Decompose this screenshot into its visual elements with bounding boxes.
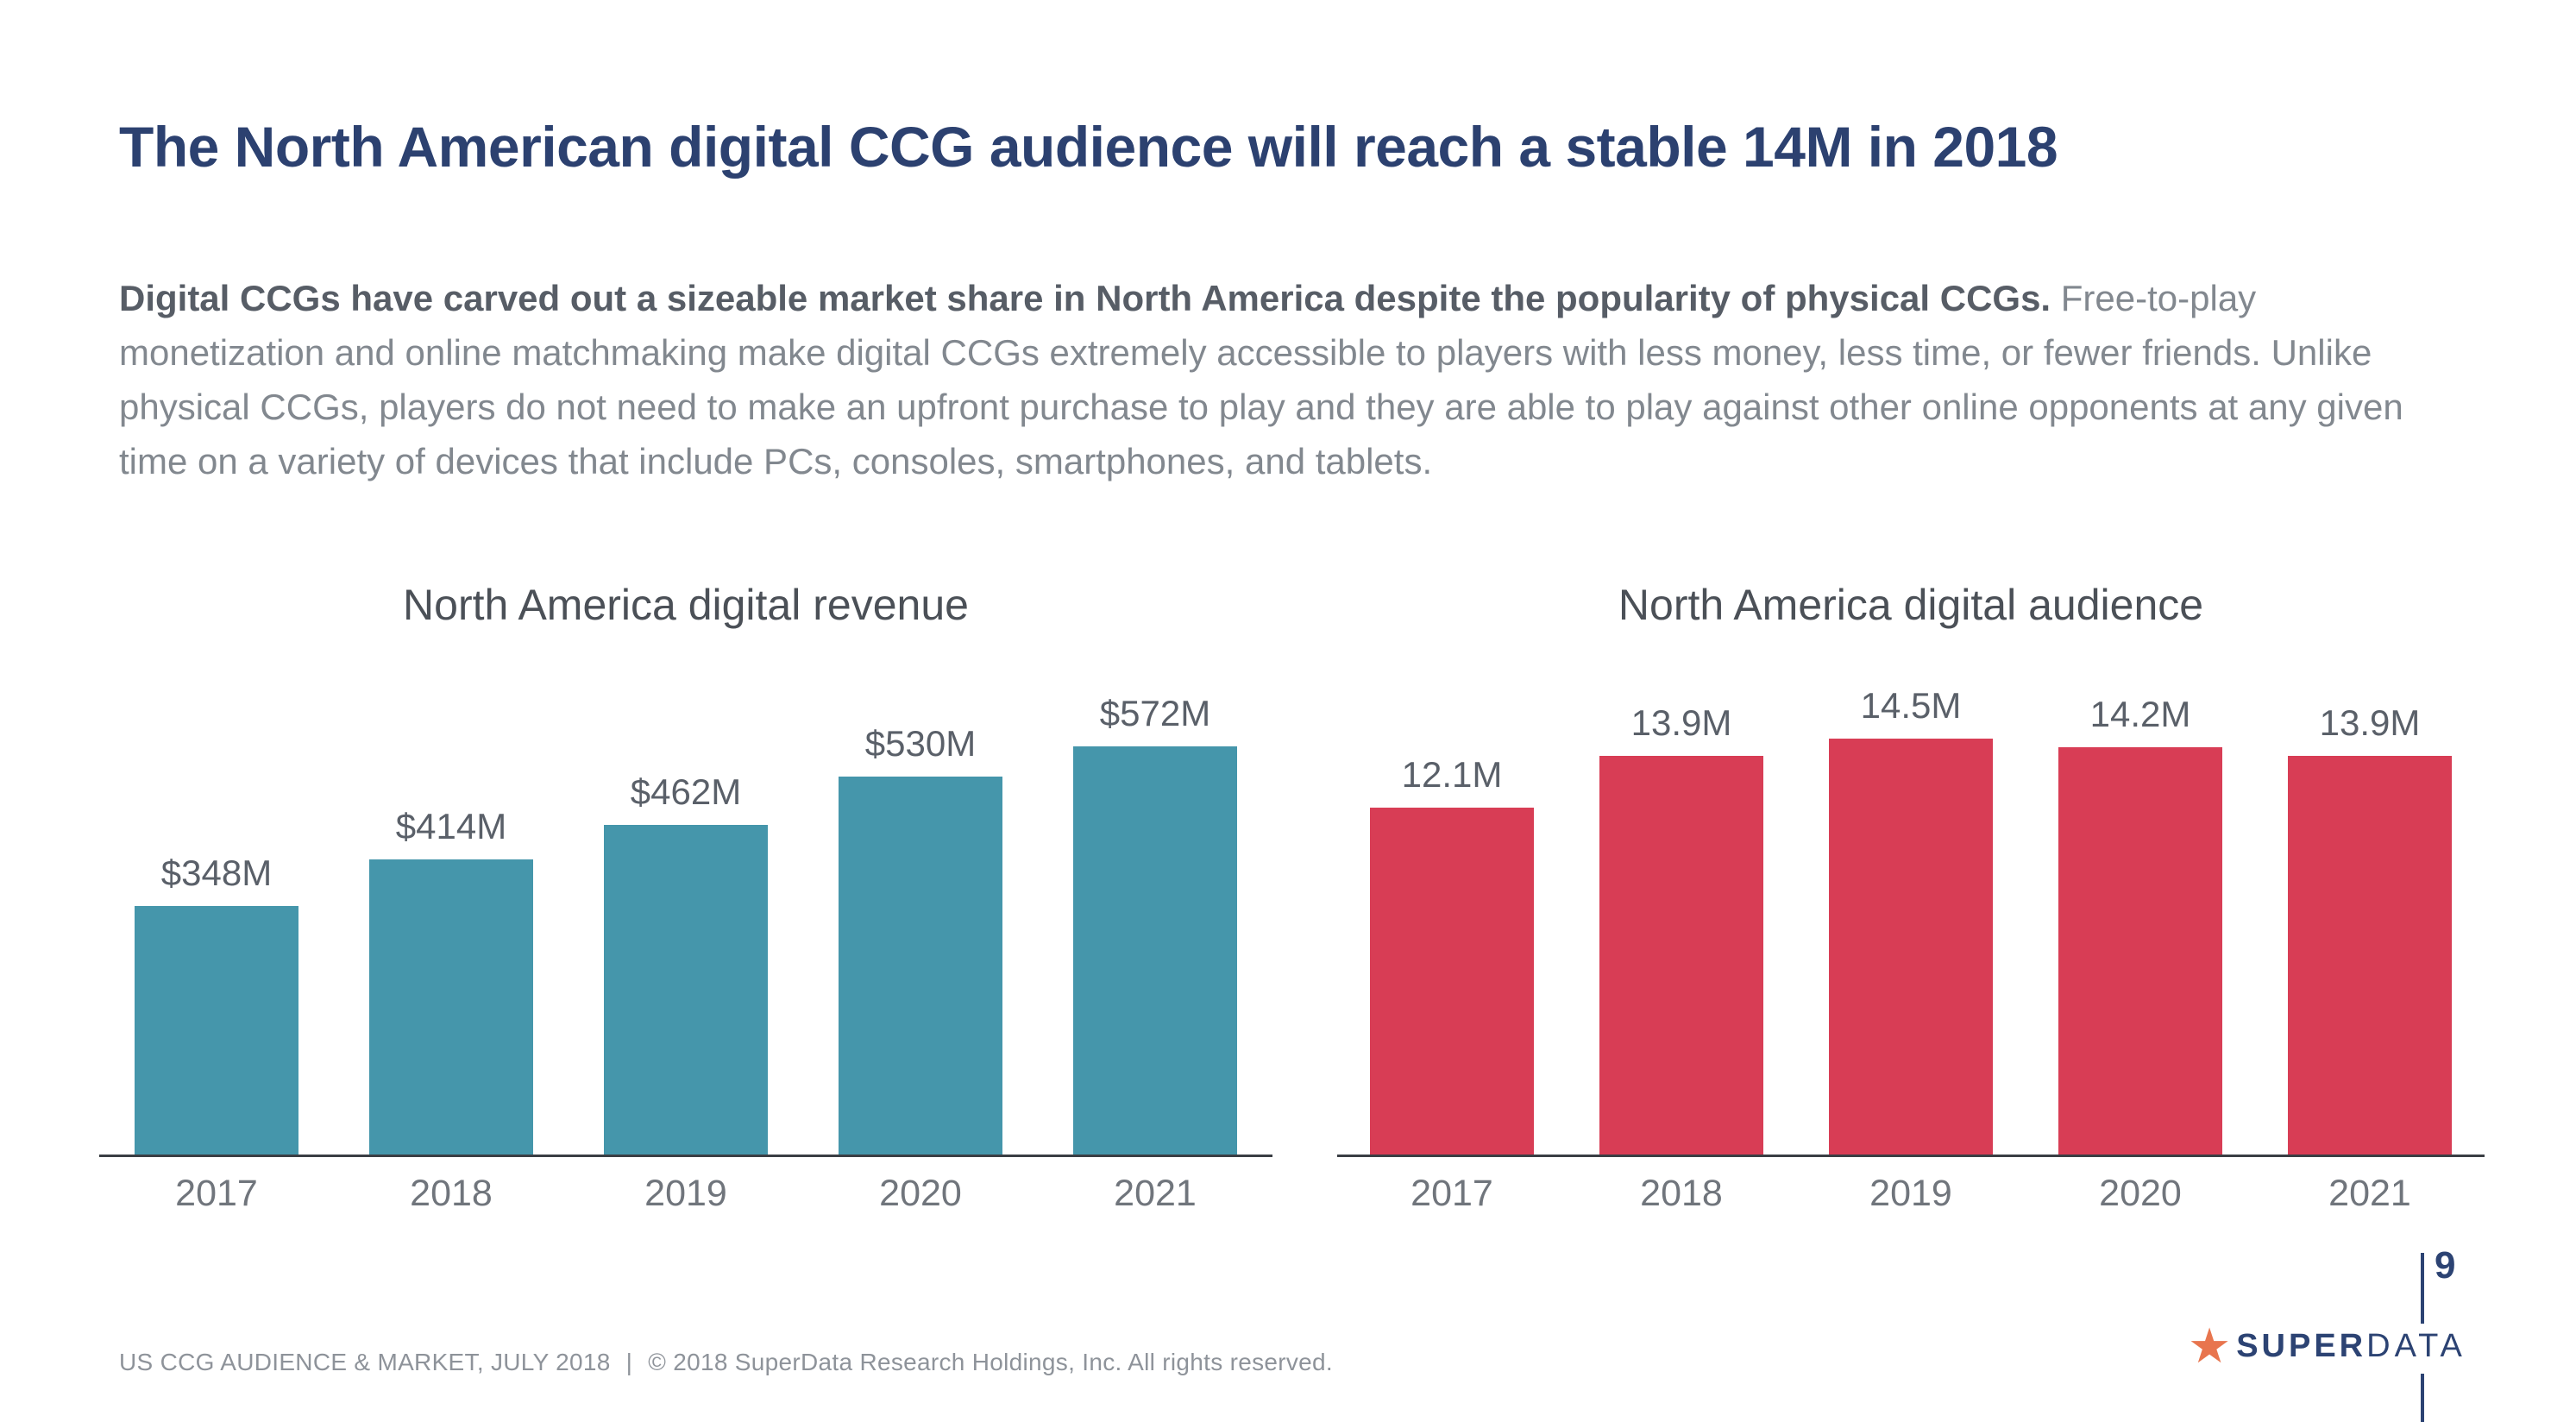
bar-slot-2021: 13.9M xyxy=(2255,684,2485,1155)
bar-value-label: $530M xyxy=(864,723,977,764)
star-icon: ★ xyxy=(2188,1318,2232,1373)
bar-2019 xyxy=(1829,739,1993,1155)
bar-value-label: 12.1M xyxy=(1401,754,1503,795)
bar-slot-2019: 14.5M xyxy=(1796,684,2026,1155)
bar-value-label: 13.9M xyxy=(1630,702,1732,743)
x-tick-2018: 2018 xyxy=(410,1173,493,1214)
bar-value-label: $348M xyxy=(160,853,273,893)
audience-chart-x-axis: 2017 2018 2019 2020 2021 xyxy=(1337,1173,2485,1215)
bar-slot-2017: $348M xyxy=(99,684,334,1155)
bar-value-label: 14.5M xyxy=(1860,685,1962,726)
bar-slot-2019: $462M xyxy=(569,684,803,1155)
bar-2017 xyxy=(135,906,298,1155)
bar-value-label: $414M xyxy=(395,806,507,846)
bar-slot-2020: 14.2M xyxy=(2026,684,2255,1155)
revenue-chart-x-axis: 2017 2018 2019 2020 2021 xyxy=(99,1173,1272,1215)
body-rest-text: Free-to-play monetization and online mat… xyxy=(119,278,2403,481)
bar-2021 xyxy=(1073,746,1237,1155)
bar-value-label: $462M xyxy=(630,771,742,812)
body-paragraph: Digital CCGs have carved out a sizeable … xyxy=(119,271,2462,488)
x-tick-2021: 2021 xyxy=(1114,1173,1197,1214)
bar-2020 xyxy=(2058,747,2222,1155)
bar-slot-2018: $414M xyxy=(334,684,569,1155)
slide-title: The North American digital CCG audience … xyxy=(119,115,2058,179)
audience-chart: North America digital audience 12.1M 13.9… xyxy=(1337,580,2485,1215)
x-tick-2020: 2020 xyxy=(2099,1173,2182,1214)
page-number-rule-bottom xyxy=(2421,1374,2424,1422)
logo-text-data: DATA xyxy=(2366,1327,2466,1364)
revenue-chart-plot: $348M $414M $462M $530M $572M xyxy=(99,684,1272,1157)
bar-2017 xyxy=(1370,808,1534,1155)
bar-2019 xyxy=(604,825,768,1155)
footer-separator: | xyxy=(625,1349,633,1375)
bar-value-label: 13.9M xyxy=(2319,702,2421,743)
x-tick-2017: 2017 xyxy=(175,1173,258,1214)
page-number: 9 xyxy=(2435,1244,2456,1287)
logo-text-super: SUPER xyxy=(2236,1327,2367,1364)
bar-2018 xyxy=(1599,756,1763,1155)
revenue-chart-title: North America digital revenue xyxy=(403,581,969,629)
bar-2020 xyxy=(839,777,1002,1155)
audience-chart-plot: 12.1M 13.9M 14.5M 14.2M 13.9M xyxy=(1337,684,2485,1157)
x-tick-2020: 2020 xyxy=(879,1173,962,1214)
x-tick-2018: 2018 xyxy=(1640,1173,1723,1214)
bar-2018 xyxy=(369,859,533,1155)
bar-slot-2018: 13.9M xyxy=(1567,684,1796,1155)
bar-slot-2020: $530M xyxy=(803,684,1038,1155)
bar-slot-2017: 12.1M xyxy=(1337,684,1567,1155)
x-tick-2021: 2021 xyxy=(2328,1173,2411,1214)
bar-slot-2021: $572M xyxy=(1038,684,1272,1155)
x-tick-2019: 2019 xyxy=(644,1173,727,1214)
bar-value-label: $572M xyxy=(1099,693,1211,733)
audience-chart-title: North America digital audience xyxy=(1618,581,2204,629)
footer: US CCG AUDIENCE & MARKET, JULY 2018 | © … xyxy=(119,1349,1333,1376)
superdata-logo: ★ SUPER DATA xyxy=(2188,1322,2466,1370)
page-number-rule-top xyxy=(2421,1253,2424,1324)
revenue-chart: North America digital revenue $348M $414M… xyxy=(99,580,1272,1215)
bar-2021 xyxy=(2288,756,2452,1155)
body-lead-sentence: Digital CCGs have carved out a sizeable … xyxy=(119,278,2051,318)
x-tick-2019: 2019 xyxy=(1869,1173,1952,1214)
x-tick-2017: 2017 xyxy=(1411,1173,1493,1214)
footer-copyright-text: © 2018 SuperData Research Holdings, Inc.… xyxy=(648,1349,1333,1375)
footer-source-text: US CCG AUDIENCE & MARKET, JULY 2018 xyxy=(119,1349,611,1375)
bar-value-label: 14.2M xyxy=(2089,694,2191,734)
